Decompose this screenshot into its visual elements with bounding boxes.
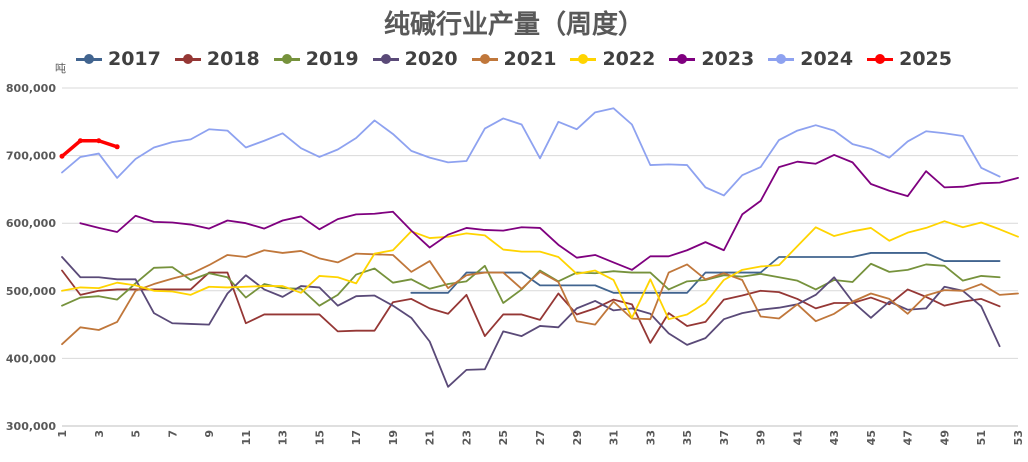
x-tick-label: 49 [938,430,951,445]
legend-label: 2023 [701,48,755,70]
y-tick-label: 300,000 [6,420,56,433]
x-tick-label: 39 [755,430,768,445]
y-unit-label: 吨 [55,62,66,75]
series-line-2022 [61,220,1019,321]
series-point-2025 [77,138,83,144]
x-tick-label: 13 [277,430,290,445]
x-tick-label: 35 [681,430,694,445]
series-point-2025 [96,138,102,144]
x-tick-label: 23 [460,430,473,445]
x-tick-label: 11 [240,430,253,445]
legend-label: 2021 [503,48,557,70]
x-tick-label: 47 [902,430,915,445]
legend-item-2023: 2023 [669,48,754,70]
x-tick-label: 31 [608,430,621,445]
legend-item-2025: 2025 [867,48,952,70]
x-tick-label: 5 [130,430,143,438]
x-tick-label: 1 [56,430,69,438]
legend-label: 2020 [404,48,458,70]
x-tick-label: 9 [203,430,216,438]
legend-label: 2017 [107,48,161,70]
legend-item-2020: 2020 [372,48,458,70]
series-line-2018 [61,269,1001,344]
y-tick-label: 600,000 [6,217,56,230]
legend-marker-icon [578,53,589,64]
x-tick-label: 21 [424,430,437,445]
legend-label: 2019 [305,48,359,70]
x-tick-label: 45 [865,430,878,445]
x-tick-label: 27 [534,430,547,445]
y-tick-label: 800,000 [6,82,56,95]
legend-marker-icon [479,53,490,64]
x-tick-label: 29 [571,430,584,445]
series-point-2025 [114,144,120,150]
legend-marker-icon [875,53,886,64]
legend-swatch [669,53,696,64]
chart-title: 纯碱行业产量（周度） [383,10,644,40]
legend-swatch [768,53,795,64]
legend-marker-icon [380,53,391,64]
x-tick-label: 7 [166,430,179,438]
series-line-2020 [61,256,1001,388]
x-tick-label: 41 [791,430,804,445]
series-line-2023 [79,154,1019,271]
x-tick-label: 15 [313,430,326,445]
legend-item-2021: 2021 [471,48,557,70]
x-tick-label: 25 [497,430,510,445]
y-tick-label: 700,000 [6,150,56,163]
legend-marker-icon [83,53,94,64]
legend-label: 2018 [206,48,260,70]
legend-marker-icon [281,53,292,64]
legend-item-2017: 2017 [75,48,161,70]
x-tick-label: 17 [350,430,363,445]
x-tick-label: 43 [828,430,841,445]
x-tick-label: 3 [93,430,106,438]
x-tick-label: 51 [975,430,988,445]
legend: 2017 2018 2019 2020 2021 2022 2023 2024 2025 [0,48,1028,70]
legend-swatch [273,53,300,64]
series-line-2017 [410,252,1001,294]
legend-swatch [867,53,894,64]
legend-swatch [372,53,399,64]
series-line-2024 [61,107,1001,197]
legend-swatch [471,53,498,64]
legend-label: 2024 [800,48,854,70]
legend-marker-icon [677,53,688,64]
series-point-2025 [59,153,65,159]
legend-swatch [570,53,597,64]
y-tick-label: 500,000 [6,285,56,298]
x-tick-label: 19 [387,430,400,445]
legend-item-2022: 2022 [570,48,655,70]
legend-swatch [174,53,201,64]
legend-marker-icon [776,53,787,64]
legend-label: 2022 [602,48,656,70]
legend-marker-icon [182,53,193,64]
legend-item-2019: 2019 [273,48,359,70]
x-tick-label: 37 [718,430,731,445]
legend-item-2018: 2018 [174,48,260,70]
y-tick-label: 400,000 [6,352,56,365]
legend-swatch [75,53,102,64]
series-line-2025 [60,138,119,159]
x-tick-label: 53 [1012,430,1025,445]
series-line-2021 [61,249,1019,346]
x-tick-label: 33 [644,430,657,445]
legend-item-2024: 2024 [768,48,853,70]
legend-label: 2025 [899,48,952,70]
